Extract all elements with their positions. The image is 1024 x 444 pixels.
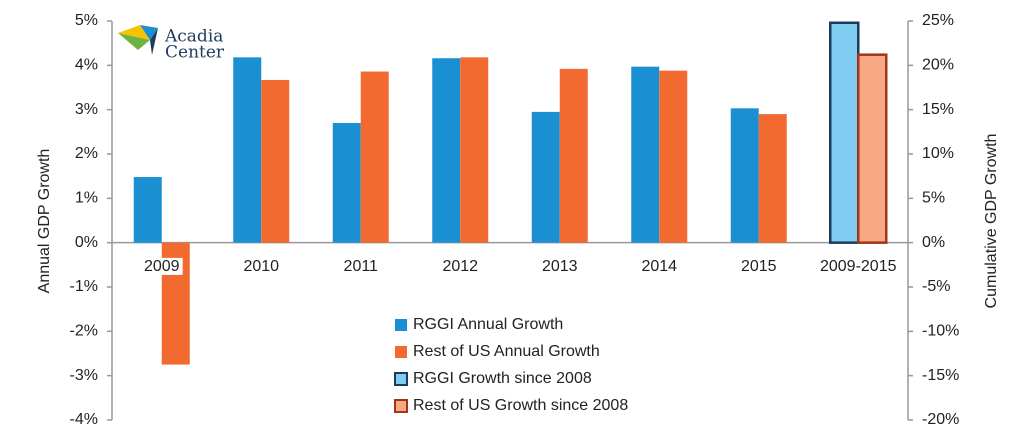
x-tick-label-bg [140,257,183,275]
y2-tick-label: 25% [922,12,954,29]
logo-text: Acadia [164,27,223,47]
x-tick-label-bg [340,257,382,275]
logo: Acadia Center [118,25,225,63]
legend-swatch [395,319,407,331]
y-tick-label: -3% [70,367,98,384]
bar [133,177,162,243]
bar [829,21,860,244]
x-tick-label-bg [737,257,780,275]
x-tick-label-bg [240,257,283,275]
legend-label: Rest of US Annual Growth [413,343,600,360]
y-axis-title: Annual GDP Growth [36,149,53,294]
legend-swatch [394,372,408,386]
logo-icon [118,25,150,40]
x-tick-label: 2013 [542,258,578,275]
y2-tick-label: -5% [922,278,950,295]
y2-tick-label: -15% [922,367,959,384]
bar [730,108,759,243]
y2-tick-label: 5% [922,190,945,207]
x-tick-label-bg [439,257,482,275]
x-tick-label: 2010 [243,258,279,275]
y-tick-label: -2% [70,323,98,340]
x-tick-label: 2014 [641,258,677,275]
legend-label: Rest of US Growth since 2008 [413,397,628,414]
y2-tick-label: 0% [922,234,945,251]
legend-swatch [395,346,407,358]
logo-icon [118,33,150,50]
logo-text: Center [165,43,225,63]
y-tick-label: 0% [75,234,98,251]
bar [559,68,588,243]
y-tick-label: 1% [75,190,98,207]
x-tick-label-bg [816,257,900,275]
bar [531,111,560,243]
y-tick-label: 4% [75,57,98,74]
x-tick-label: 2015 [741,258,777,275]
bar [659,70,688,243]
bar [432,58,461,243]
y-tick-label: 3% [75,101,98,118]
bar [758,114,787,243]
logo-icon [140,25,158,40]
y2-tick-label: 15% [922,101,954,118]
x-tick-label-bg [638,257,681,275]
legend-label: RGGI Growth since 2008 [413,370,592,387]
y2-tick-label: 10% [922,145,954,162]
x-tick-label: 2009 [144,258,180,275]
bar [460,57,489,243]
legend-label: RGGI Annual Growth [413,316,563,333]
y2-axis-title: Cumulative GDP Growth [983,134,1000,309]
y-tick-label: -1% [70,278,98,295]
legend-bg [387,311,697,421]
x-tick-label: 2011 [344,258,379,275]
logo-icon [150,28,158,55]
x-tick-label: 2009-2015 [820,258,897,275]
bar [233,57,262,243]
bar [360,71,389,243]
y-tick-label: 5% [75,12,98,29]
y-tick-label: 2% [75,145,98,162]
y2-tick-label: 20% [922,57,954,74]
x-tick-label: 2012 [442,258,478,275]
bar [857,53,888,244]
bar [631,66,660,243]
y2-tick-label: -20% [922,411,959,428]
x-tick-label-bg [538,257,581,275]
legend-swatch [394,399,408,413]
y2-tick-label: -10% [922,323,959,340]
y-tick-label: -4% [70,411,98,428]
bar [332,122,361,243]
bar [261,79,290,243]
